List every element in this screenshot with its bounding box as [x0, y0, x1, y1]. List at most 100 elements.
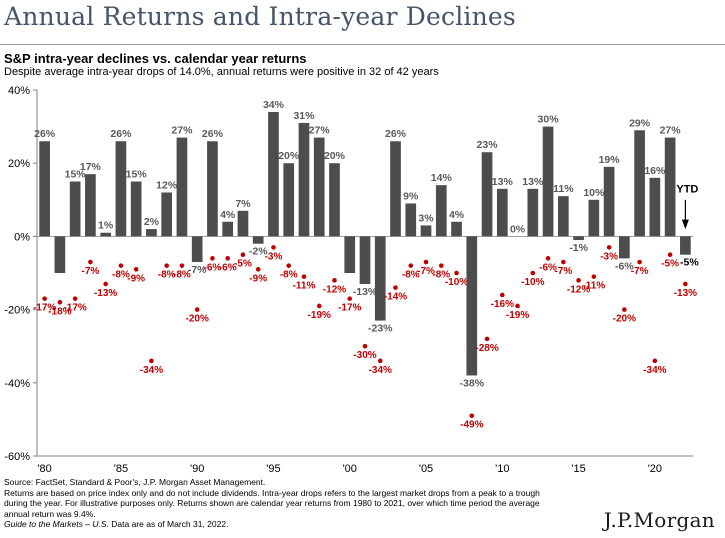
decline-label: -34% [643, 365, 666, 376]
return-bar [191, 236, 203, 263]
x-tick-label: '15 [571, 463, 585, 475]
intra-year-decline-dot [149, 358, 154, 364]
intra-year-decline-dot [576, 278, 581, 283]
bar-value-label: 29% [629, 117, 651, 129]
decline-label: -13% [94, 288, 117, 299]
return-bar [344, 236, 356, 273]
bar-value-label: 13% [492, 176, 514, 188]
return-bar [115, 141, 127, 237]
title-divider [0, 44, 725, 45]
chart-title: S&P intra-year declines vs. calendar yea… [4, 51, 307, 66]
decline-label: -5% [234, 259, 252, 270]
return-bar [496, 188, 508, 237]
return-bar [649, 177, 661, 237]
return-bar [481, 152, 493, 237]
decline-label: -8% [158, 270, 176, 281]
intra-year-decline-dot [377, 358, 383, 364]
decline-label: -20% [186, 314, 209, 325]
bar-value-label: 26% [34, 128, 56, 140]
decline-label: -9% [249, 273, 267, 284]
chart-subtitle: Despite average intra-year drops of 14.0… [4, 66, 439, 78]
decline-label: -10% [445, 277, 468, 288]
bar-value-label: -6% [615, 260, 634, 272]
intra-year-decline-dot [301, 274, 307, 279]
x-tick-label: '05 [419, 463, 433, 475]
bar-value-label: 27% [660, 125, 682, 137]
ytd-arrow-head [681, 219, 689, 230]
decline-label: -8% [280, 270, 298, 281]
decline-label: -34% [369, 365, 392, 376]
return-bar [39, 141, 50, 237]
bar-value-label: 0% [510, 223, 526, 235]
intra-year-decline-dot [530, 270, 536, 276]
decline-label: -6% [219, 262, 237, 273]
data-as-of: Data are as of March 31, 2022. [111, 519, 229, 529]
return-bar [207, 141, 218, 237]
return-bar [619, 236, 630, 259]
return-bar [527, 188, 539, 237]
intra-year-decline-dot [118, 263, 124, 268]
intra-year-decline-dot [286, 263, 292, 268]
intra-year-decline-dot [210, 256, 215, 261]
bar-value-label: -23% [368, 323, 393, 335]
footnote-guide: Guide to the Markets – U.S. Data are as … [4, 519, 614, 530]
bar-value-label: 27% [309, 125, 331, 137]
x-tick-label: '95 [266, 463, 280, 475]
y-tick-label: -20% [4, 305, 30, 317]
x-tick-label: '00 [343, 463, 357, 475]
decline-label: -8% [432, 270, 450, 281]
bar-value-label: 14% [431, 172, 453, 184]
bar-value-label: 20% [324, 150, 346, 162]
bar-value-label: 20% [278, 150, 300, 162]
intra-year-decline-dot [484, 336, 490, 342]
return-bar [664, 137, 676, 237]
intra-year-decline-dot [622, 307, 627, 312]
jpmorgan-logo: J.P.Morgan [603, 508, 715, 532]
intra-year-decline-dot [393, 285, 398, 290]
return-bar [283, 163, 295, 237]
bar-value-label: 30% [538, 114, 560, 126]
return-bar [176, 137, 188, 237]
intra-year-decline-dot [561, 259, 566, 265]
decline-label: -16% [491, 299, 514, 310]
return-bar [100, 232, 111, 237]
return-bar [161, 192, 173, 237]
intra-year-decline-dot [347, 296, 353, 301]
decline-label: -8% [112, 270, 130, 281]
y-tick-label: 20% [8, 158, 30, 170]
returns-declines-chart: -60% -40% -20% 0% 20% 40% '80 '85 '90 '95 '00 '05 '1… [4, 85, 699, 475]
decline-label: -7% [554, 266, 572, 277]
decline-label: -3% [600, 251, 618, 262]
return-bar [222, 221, 234, 237]
bar-value-label: 4% [449, 209, 465, 221]
return-bar [374, 236, 386, 321]
return-bar [466, 236, 478, 376]
bar-value-label: 31% [293, 110, 315, 122]
return-bar [69, 181, 81, 237]
intra-year-decline-dot [133, 267, 139, 272]
bar-value-label: -13% [353, 286, 378, 298]
x-tick-label: '90 [190, 463, 204, 475]
decline-label: -11% [293, 281, 316, 292]
decline-label: -28% [475, 343, 498, 354]
return-bar [252, 236, 264, 244]
intra-year-decline-dot [545, 256, 551, 261]
bar-value-label: 26% [385, 128, 407, 140]
intra-year-decline-dot [57, 299, 63, 305]
return-bar [603, 166, 615, 237]
decline-label: -3% [265, 251, 283, 262]
intra-year-decline-dot [88, 259, 93, 265]
return-bar [435, 185, 447, 237]
decline-label: -12% [567, 284, 590, 295]
decline-label: -8% [173, 270, 191, 281]
decline-label: -12% [323, 284, 346, 295]
bar-value-label: 11% [553, 183, 574, 195]
return-bar [542, 126, 554, 237]
guide-name: Guide to the Markets – U.S. [4, 519, 109, 529]
intra-year-decline-dot [515, 303, 520, 309]
bar-value-label: 23% [477, 139, 499, 151]
bar-value-label: 34% [263, 99, 285, 111]
footnotes: Source: FactSet, Standard & Poor's, J.P.… [4, 477, 614, 530]
intra-year-decline-dot [362, 343, 368, 349]
decline-label: -7% [631, 266, 649, 277]
